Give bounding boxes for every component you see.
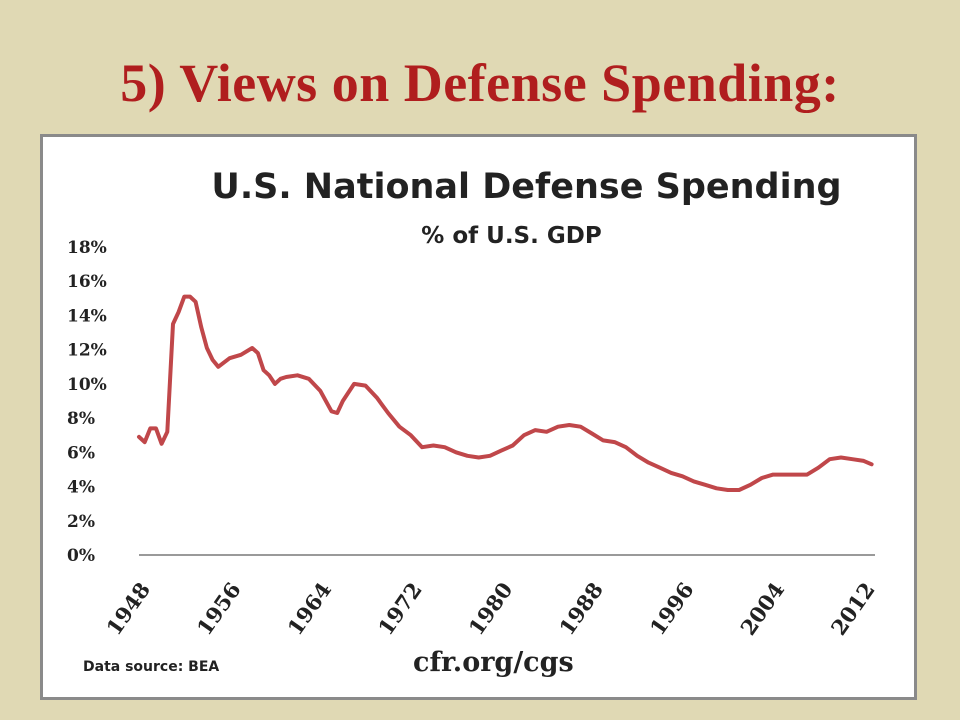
y-tick-label: 10% [67,375,107,395]
defense-spending-chart: 0%2%4%6%8%10%12%14%16%18% 1948 1956 1964 19… [67,238,880,640]
y-tick-label: 6% [67,443,95,463]
y-tick-label: 2% [67,512,95,532]
x-tick-label: 1980 [463,578,517,640]
y-tick-label: 12% [67,341,107,361]
y-tick-label: 14% [67,306,107,326]
y-tick-label: 8% [67,409,95,429]
defense-spending-line [137,294,874,492]
y-tick-label: 4% [67,478,95,498]
x-tick-label: 1988 [554,578,608,640]
x-tick-label: 2004 [735,578,789,640]
x-tick-label: 1996 [645,578,699,640]
chart-title: U.S. National Defense Spending [211,167,842,207]
chart-frame: U.S. National Defense Spending % of U.S.… [40,134,917,700]
y-tick-label: 18% [67,238,107,258]
x-tick-label: 1964 [282,578,336,640]
x-tick-label: 1956 [192,578,246,640]
x-axis-ticks: 1948 1956 1964 1972 1980 1988 1996 2004 2012 [101,578,880,640]
chart-subtitle: % of U.S. GDP [421,223,602,249]
y-axis-ticks: 0% 2% 4% 6% 8% 10% 12% 14% 16% 18% [67,238,107,566]
x-tick-label: 1948 [101,578,155,640]
x-tick-label: 2012 [826,578,880,640]
data-source-note: Data source: BEA [83,659,220,675]
x-tick-label: 1972 [373,578,427,640]
cfr-credit: cfr.org/cgs [413,647,574,678]
y-tick-label: 0% [67,546,95,566]
slide-title: 5) Views on Defense Spending: [120,53,840,113]
y-tick-label: 16% [67,272,107,292]
